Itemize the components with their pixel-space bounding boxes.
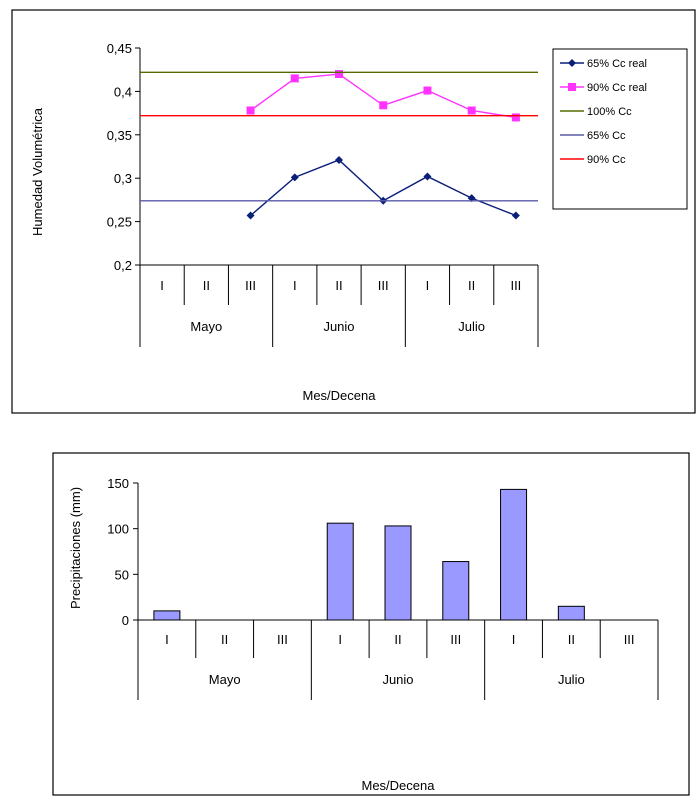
line-point-square <box>379 101 388 110</box>
line-point-diamond <box>511 211 520 220</box>
bar-3 <box>326 522 354 621</box>
bar-chart-group-label: Julio <box>558 672 585 687</box>
line-chart-y-tick-label: 0,3 <box>114 171 132 186</box>
bar-chart-category-label: II <box>568 632 575 647</box>
bar-chart-category-label: III <box>450 632 461 647</box>
line-chart-category-label: I <box>160 278 164 293</box>
line-point-square <box>335 70 343 79</box>
bar-chart-y-tick-label: 150 <box>107 476 129 491</box>
legend-box <box>552 48 688 210</box>
line-chart-ylabel: Humedad Volumétrica <box>30 107 45 236</box>
line-chart-xlabel: Mes/Decena <box>303 388 377 403</box>
bar-chart-category-label: II <box>221 632 228 647</box>
bar-0 <box>153 610 181 621</box>
bar-7 <box>557 605 585 621</box>
line-chart-y-tick-label: 0,35 <box>107 128 132 143</box>
bar-chart-category-label: II <box>394 632 401 647</box>
line-point-square <box>467 106 476 115</box>
line-point-diamond <box>246 211 255 220</box>
bar-chart-frame <box>52 452 690 796</box>
line-chart-legend: 65% Cc real 90% Cc real 100% Cc 65% Cc 90% C… <box>552 48 688 210</box>
line-point-square <box>290 74 299 83</box>
bar-chart-group-label: Junio <box>382 672 413 687</box>
line-chart-y-tick-label: 0,45 <box>107 41 132 56</box>
legend-marker <box>568 83 576 91</box>
line-chart-category-label: II <box>203 278 210 293</box>
line-chart-category-label: I <box>426 278 430 293</box>
bar-chart-xlabel: Mes/Decena <box>362 778 436 793</box>
legend-label: 90% Cc real <box>587 82 647 94</box>
legend-label: 65% Cc <box>587 130 626 142</box>
bar-chart-ylabel: Precipitaciones (mm) <box>68 487 83 609</box>
line-chart-category-label: I <box>293 278 297 293</box>
line-point-diamond <box>423 172 432 181</box>
line-point-square <box>511 113 520 122</box>
line-point-square <box>246 106 255 115</box>
bar-chart-y-tick-label: 0 <box>122 613 129 628</box>
line-chart-group-label: Junio <box>323 319 354 334</box>
line-chart-category-label: III <box>510 278 521 293</box>
line-chart-y-tick-label: 0,4 <box>114 84 132 99</box>
line-chart-y-tick-label: 0,25 <box>107 215 132 230</box>
bar-chart-category-label: I <box>512 632 516 647</box>
bar-chart-category-label: I <box>338 632 342 647</box>
line-chart-group-label: Mayo <box>190 319 222 334</box>
bar-5 <box>442 561 470 621</box>
legend-label: 65% Cc real <box>587 58 647 70</box>
line-point-diamond <box>290 173 299 182</box>
bar-chart-y-tick-label: 50 <box>115 567 129 582</box>
bar-chart-category-label: III <box>624 632 635 647</box>
line-chart-category-label: II <box>468 278 475 293</box>
legend-label: 90% Cc <box>587 154 626 166</box>
bar-chart-y-tick-label: 100 <box>107 522 129 537</box>
line-chart-y-tick-label: 0,2 <box>114 258 132 273</box>
legend-label: 100% Cc <box>587 106 632 118</box>
line-chart-group-label: Julio <box>458 319 485 334</box>
line-chart-category-label: III <box>245 278 256 293</box>
bar-chart-category-label: I <box>165 632 169 647</box>
line-chart: 0,450,40,350,30,250,2I II III I II III I II IIIM… <box>107 41 688 347</box>
bar-chart-group-label: Mayo <box>209 672 241 687</box>
legend-marker <box>568 59 576 67</box>
bar-chart-category-label: III <box>277 632 288 647</box>
line-point-square <box>423 86 432 95</box>
line-point-diamond <box>335 155 343 164</box>
bar-4 <box>384 525 412 621</box>
line-chart-category-label: II <box>335 278 342 293</box>
line-chart-category-label: III <box>378 278 389 293</box>
bar-6 <box>500 488 528 621</box>
